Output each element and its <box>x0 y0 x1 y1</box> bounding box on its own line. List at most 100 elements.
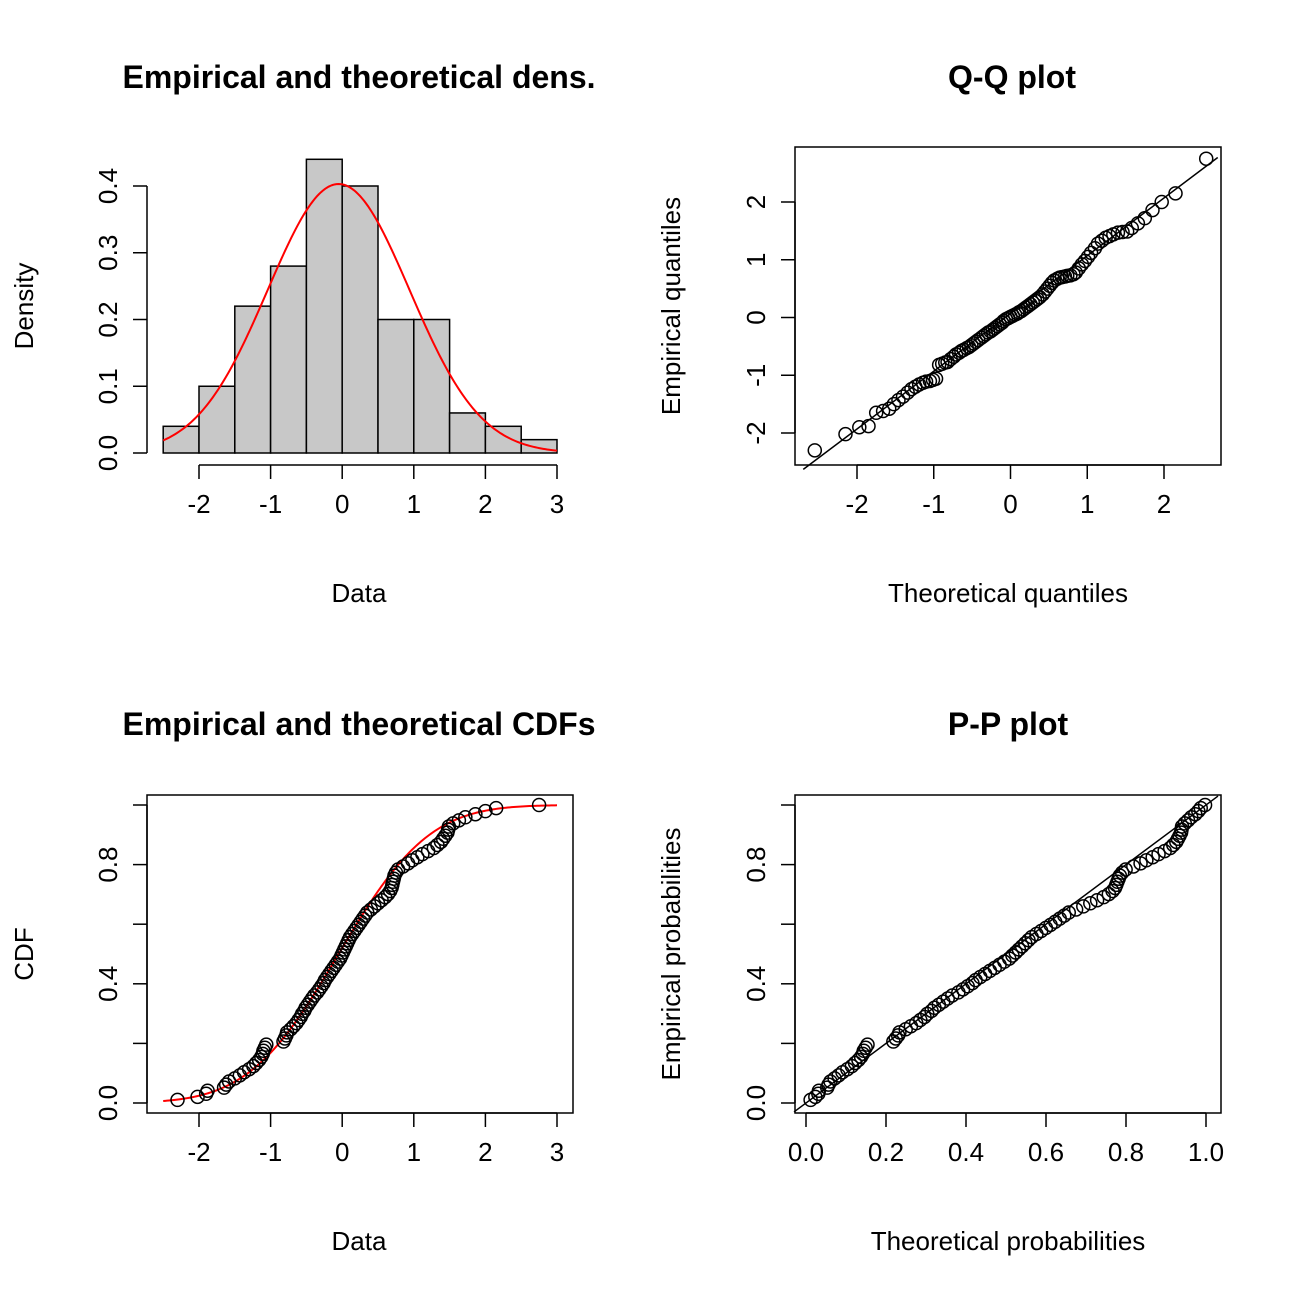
histogram-bar <box>484 425 522 454</box>
qq-xlabel: Theoretical quantiles <box>888 578 1128 608</box>
density-y-axis: 0.0 0.1 0.2 0.3 0.4 <box>93 168 148 471</box>
qq-point <box>875 403 891 419</box>
cdf-x-axis: -2 -1 0 1 2 3 <box>187 1112 564 1167</box>
density-y-tick-label: 0.3 <box>93 235 123 271</box>
cdf-x-tick-label: 1 <box>407 1137 421 1167</box>
pp-point <box>1076 899 1091 914</box>
qq-x-tick-label: 2 <box>1157 489 1171 519</box>
pp-ylabel: Empirical probabilities <box>656 828 686 1081</box>
histogram-bar <box>341 185 379 454</box>
qq-point <box>881 401 897 416</box>
density-x-tick-label: -2 <box>187 489 210 519</box>
density-x-tick-label: 2 <box>478 489 492 519</box>
pp-y-tick-label: 0.8 <box>741 847 771 883</box>
pp-point <box>1193 800 1208 816</box>
qq-title: Q-Q plot <box>948 59 1076 95</box>
qq-y-tick-label: -2 <box>741 421 771 444</box>
density-x-axis: -2 -1 0 1 2 3 <box>187 464 564 519</box>
density-y-tick-label: 0.4 <box>93 168 123 204</box>
qq-point <box>1168 186 1183 201</box>
pp-point <box>1126 859 1141 874</box>
qq-y-tick-label: 1 <box>741 253 771 267</box>
pp-x-tick-label: 0.8 <box>1108 1137 1144 1167</box>
pp-point <box>1197 797 1213 813</box>
qq-point <box>1137 210 1153 226</box>
histogram-bar <box>269 265 308 454</box>
qq-point <box>928 371 944 386</box>
histogram-bar <box>413 318 451 454</box>
qq-point <box>1110 225 1126 240</box>
qq-point <box>1030 291 1045 307</box>
cdf-point <box>458 810 473 825</box>
cdf-y-axis: 0.0 0.4 0.8 <box>93 804 148 1121</box>
pp-y-tick-label: 0.0 <box>741 1085 771 1121</box>
pp-point <box>940 991 955 1006</box>
cdf-x-tick-label: 2 <box>478 1137 492 1167</box>
cdf-y-tick-label: 0.8 <box>93 847 123 883</box>
pp-x-tick-label: 1.0 <box>1188 1137 1224 1167</box>
qq-point <box>886 396 902 412</box>
cdf-point <box>170 1092 185 1108</box>
pp-points <box>803 797 1213 1108</box>
qq-point <box>852 419 867 435</box>
pp-x-tick-label: 0.4 <box>948 1137 984 1167</box>
density-title: Empirical and theoretical dens. <box>122 59 595 95</box>
qq-point <box>1198 151 1214 166</box>
qq-point <box>807 443 823 458</box>
qq-point <box>895 389 911 404</box>
qq-panel: Q-Q plot Theoretical quantiles Empirical… <box>656 59 1222 608</box>
density-ylabel: Density <box>9 263 39 350</box>
pp-x-tick-label: 0.2 <box>868 1137 904 1167</box>
density-bars <box>162 158 558 454</box>
cdf-y-tick-label: 0.4 <box>93 966 123 1002</box>
pp-point <box>1057 908 1072 923</box>
cdf-y-tick-label: 0.0 <box>93 1085 123 1121</box>
density-panel: Empirical and theoretical dens. Data Den… <box>9 59 596 608</box>
qq-y-tick-label: -1 <box>741 364 771 387</box>
pp-point <box>992 957 1007 973</box>
cdf-x-tick-label: -1 <box>259 1137 282 1167</box>
qq-x-tick-label: 0 <box>1003 489 1017 519</box>
cdf-point <box>451 813 467 828</box>
cdf-point <box>200 1083 215 1098</box>
qq-point <box>1115 224 1130 240</box>
cdf-panel: Empirical and theoretical CDFs Data CDF … <box>9 706 596 1256</box>
pp-xlabel: Theoretical probabilities <box>871 1226 1146 1256</box>
pp-point <box>860 1037 875 1052</box>
density-y-tick-label: 0.2 <box>93 301 123 337</box>
qq-y-tick-label: 0 <box>741 310 771 324</box>
pp-title: P-P plot <box>948 706 1069 742</box>
qq-point <box>1119 224 1135 239</box>
qq-point <box>1094 233 1110 248</box>
cdf-point <box>478 803 493 819</box>
pp-x-tick-label: 0.0 <box>788 1137 824 1167</box>
pp-point <box>1083 896 1098 911</box>
pp-y-axis: 0.0 0.4 0.8 <box>741 804 796 1121</box>
qq-y-tick-label: 2 <box>741 195 771 209</box>
cdf-points <box>170 797 547 1108</box>
qq-x-tick-label: -1 <box>922 489 945 519</box>
histogram-bar <box>448 412 487 454</box>
cdf-point <box>488 800 504 816</box>
cdf-x-tick-label: 0 <box>335 1137 349 1167</box>
qq-point <box>868 405 884 421</box>
cdf-xlabel: Data <box>332 1226 387 1256</box>
qq-point <box>861 418 876 434</box>
qq-point <box>1154 194 1169 210</box>
pp-point <box>1068 902 1084 917</box>
cdf-x-tick-label: -2 <box>187 1137 210 1167</box>
cdf-plot-box <box>146 794 574 1114</box>
qq-point <box>1145 202 1160 218</box>
cdf-point <box>531 797 547 813</box>
pp-panel: P-P plot Theoretical probabilities Empir… <box>656 706 1224 1256</box>
qq-ylabel: Empirical quantiles <box>656 197 686 415</box>
density-x-tick-label: 3 <box>550 489 564 519</box>
density-y-tick-label: 0.0 <box>93 435 123 471</box>
density-curve <box>162 183 558 452</box>
cdf-ylabel: CDF <box>9 927 39 980</box>
cdf-point <box>259 1037 274 1052</box>
pp-x-axis: 0.0 0.2 0.4 0.6 0.8 1.0 <box>788 1112 1224 1167</box>
density-x-tick-label: 1 <box>407 489 421 519</box>
qq-point <box>904 381 919 397</box>
qq-point <box>891 392 906 408</box>
